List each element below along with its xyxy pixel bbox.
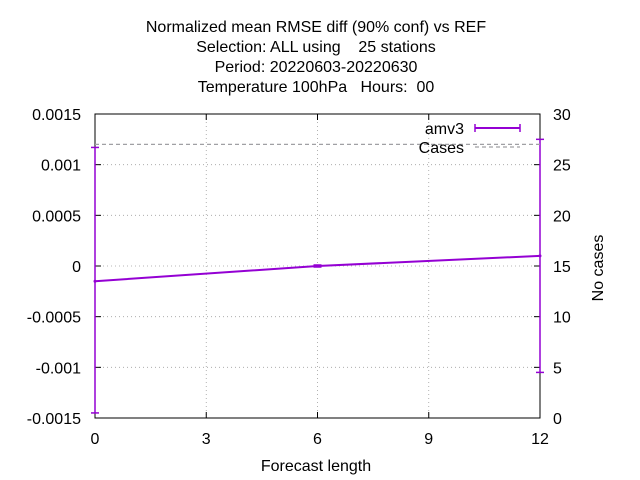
y2-tick-label: 15 [553,259,571,276]
y2-axis-label: No cases [590,235,607,302]
amv3-point [93,279,97,283]
y2-tick-label: 0 [553,411,562,428]
legend: amv3 Cases [419,121,521,157]
amv3-point [316,264,319,268]
y2-tick-label: 5 [553,360,562,377]
amv3-point [538,254,542,258]
title-line-4: Temperature 100hPa Hours: 00 [198,79,435,96]
y-tick-label: -0.0005 [27,310,81,327]
x-tick-label: 3 [202,431,211,448]
x-tick-label: 9 [424,431,433,448]
y2-tick-label: 30 [553,107,571,124]
x-tick-label: 6 [313,431,322,448]
y-tick-label: -0.0015 [27,411,81,428]
legend-label-amv3: amv3 [425,121,464,138]
x-tick-label: 0 [91,431,100,448]
tick-labels: 0 3 6 9 12 0.0015 0.001 0.0005 0 -0.0005 -0.001 -0.… [27,107,571,448]
chart-title: Normalized mean RMSE diff (90% conf) vs … [146,19,486,96]
series-layer [91,138,544,414]
y-tick-label: 0.0015 [32,107,81,124]
y-tick-label: 0 [72,259,81,276]
y2-tick-label: 20 [553,208,571,225]
x-axis-label: Forecast length [261,458,371,475]
title-line-2: Selection: ALL using 25 stations [196,39,436,56]
y-tick-label: 0.001 [41,158,81,175]
x-tick-label: 12 [531,431,549,448]
y-tick-label: 0.0005 [32,208,81,225]
amv3-line [94,254,541,283]
y2-tick-label: 10 [553,310,571,327]
y-tick-label: -0.001 [36,360,81,377]
legend-label-cases: Cases [419,140,464,157]
title-line-1: Normalized mean RMSE diff (90% conf) vs … [146,19,486,36]
y2-tick-label: 25 [553,158,571,175]
title-line-3: Period: 20220603-20220630 [215,59,418,76]
